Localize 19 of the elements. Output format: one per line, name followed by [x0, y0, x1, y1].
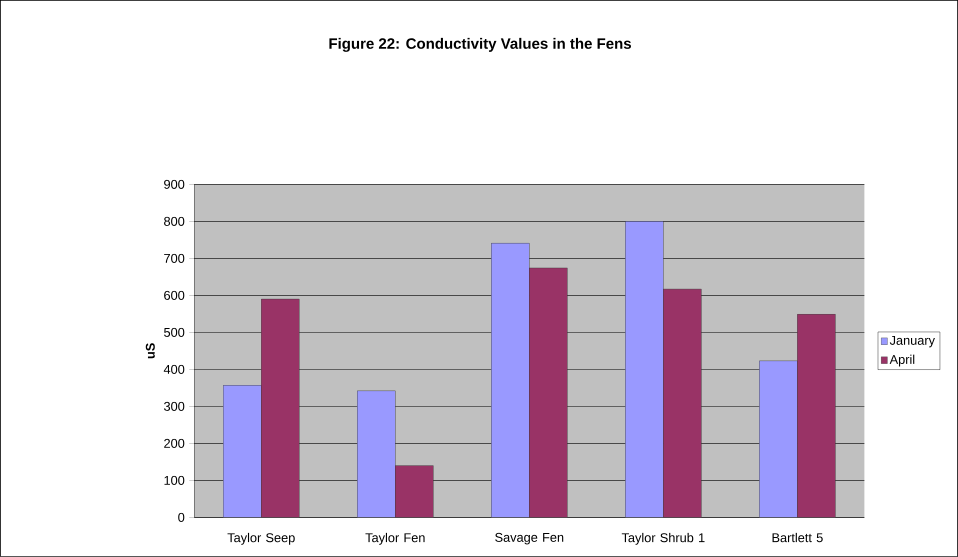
legend-label: April — [890, 354, 914, 367]
x-tick-label: Taylor Seep — [228, 532, 295, 545]
y-tick-label: 0 — [178, 512, 184, 522]
y-tick-label: 100 — [164, 476, 184, 485]
x-tick-label: Bartlett 5 — [772, 532, 823, 542]
x-tick-label: Savage Fen — [495, 532, 564, 544]
y-tick-label: 800 — [164, 216, 184, 226]
y-tick-label: 600 — [164, 290, 184, 300]
y-tick-label: 900 — [164, 180, 184, 189]
x-tick-label: Taylor Fen — [365, 532, 425, 545]
y-tick-label: 500 — [164, 328, 184, 337]
y-tick-label: 200 — [164, 438, 184, 448]
y-axis-title: uS — [146, 343, 155, 358]
x-tick-label: Taylor Shrub 1 — [622, 532, 705, 545]
y-tick-label: 700 — [164, 254, 184, 263]
y-tick-label: 400 — [164, 364, 184, 374]
chart-title: Figure 22: Conductivity Values in the Fens — [329, 38, 631, 52]
legend-label: January — [890, 336, 935, 348]
y-tick-label: 300 — [164, 402, 184, 411]
